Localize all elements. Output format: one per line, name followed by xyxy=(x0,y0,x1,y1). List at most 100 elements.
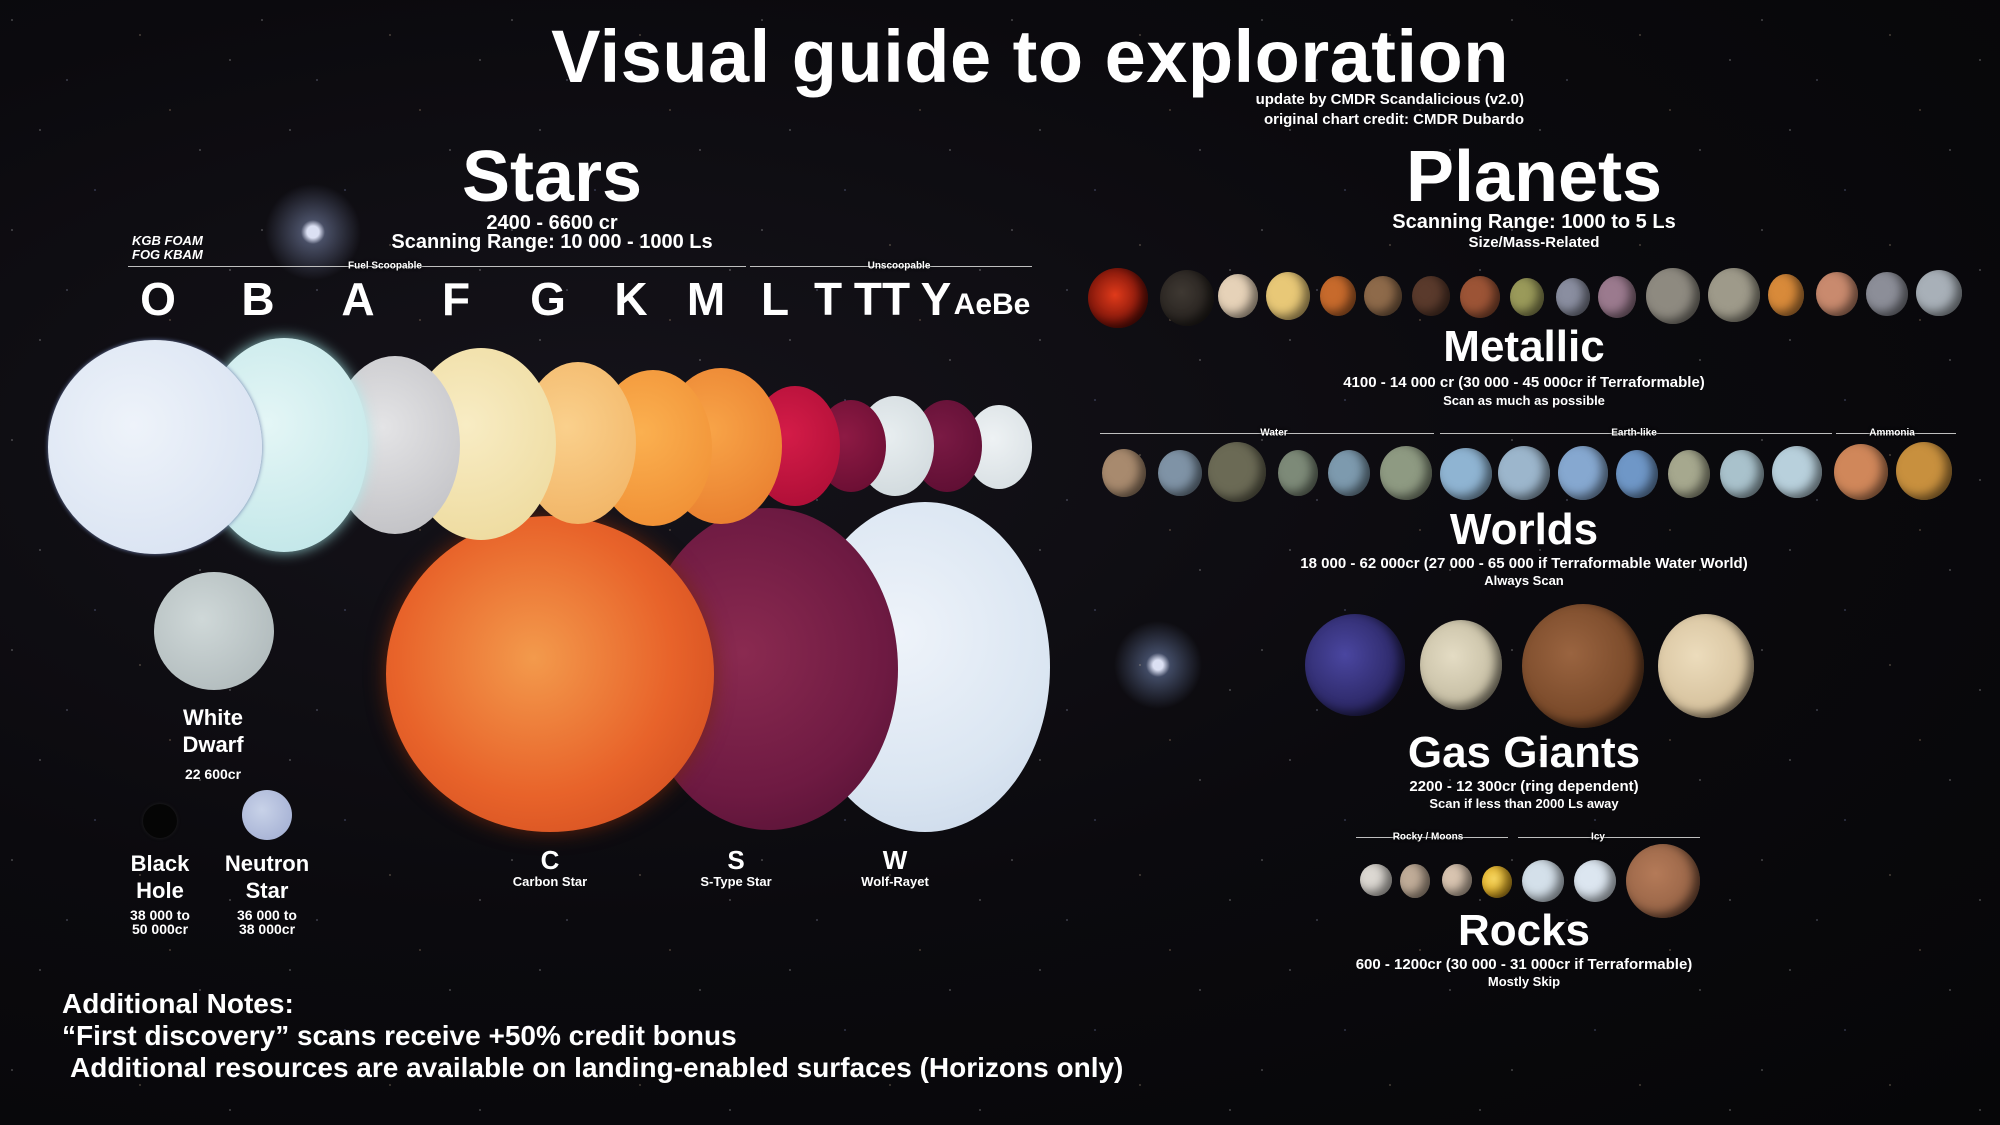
planet-metallic-2 xyxy=(1160,270,1214,326)
planet-rock-5 xyxy=(1522,860,1564,902)
planet-metallic-5 xyxy=(1320,276,1356,316)
carbon-star-label: C Carbon Star xyxy=(513,846,587,889)
class-g: G xyxy=(530,273,566,325)
credit-original: original chart credit: CMDR Dubardo xyxy=(1263,111,1524,128)
planet-metallic-1 xyxy=(1088,268,1148,328)
rocky-label: Rocky / Moons xyxy=(1392,831,1464,843)
planet-metallic-10 xyxy=(1556,278,1590,316)
class-k: K xyxy=(614,273,648,325)
icy-divider xyxy=(1518,837,1700,838)
rocks-advice: Mostly Skip xyxy=(1487,974,1561,989)
planet-world-3 xyxy=(1208,442,1266,502)
planet-world-12 xyxy=(1720,450,1764,498)
class-l: L xyxy=(760,273,790,325)
unscoopable-divider xyxy=(750,266,1032,267)
class-m: M xyxy=(686,273,726,325)
class-t: T xyxy=(813,273,843,325)
planet-world-15 xyxy=(1896,442,1952,500)
black-hole-value-2: 50 000cr xyxy=(131,921,189,937)
planet-world-9 xyxy=(1558,446,1608,500)
planet-metallic-15 xyxy=(1816,272,1858,316)
rocks-title: Rocks xyxy=(1457,906,1591,955)
class-aebe: AeBe xyxy=(953,288,1031,321)
planet-metallic-13 xyxy=(1708,268,1760,322)
class-a: A xyxy=(341,273,375,325)
neutron-star-value-1: 36 000 to xyxy=(237,907,297,923)
planet-metallic-17 xyxy=(1916,270,1962,316)
stars-value: 2400 - 6600 cr xyxy=(486,212,618,234)
neutron-star-label: Neutron Star 36 000 to 38 000cr xyxy=(225,850,309,936)
planet-metallic-11 xyxy=(1598,276,1636,318)
earthlike-divider xyxy=(1440,433,1832,434)
additional-notes: Additional Notes: “First discovery” scan… xyxy=(62,988,1123,1084)
planet-metallic-3 xyxy=(1218,274,1258,318)
s-type-name: S-Type Star xyxy=(700,874,772,889)
planet-world-14 xyxy=(1834,444,1888,500)
scoopable-divider xyxy=(128,266,746,267)
planet-world-6 xyxy=(1380,446,1432,500)
planet-gas-giant-1 xyxy=(1305,614,1405,716)
wolf-rayet-name: Wolf-Rayet xyxy=(861,874,929,889)
credit-update: update by CMDR Scandalicious (v2.0) xyxy=(1255,91,1524,108)
worlds-advice: Always Scan xyxy=(1484,573,1564,588)
earthlike-label: Earth-like xyxy=(1611,427,1657,439)
water-label: Water xyxy=(1260,427,1288,439)
white-dwarf-name-1: White xyxy=(183,705,243,730)
planet-metallic-4 xyxy=(1266,272,1310,320)
metallic-value: 4100 - 14 000 cr (30 000 - 45 000cr if T… xyxy=(1343,374,1705,391)
worlds-title: Worlds xyxy=(1449,505,1599,554)
class-f: F xyxy=(441,273,471,325)
planets-scan-range: Scanning Range: 1000 to 5 Ls xyxy=(1392,211,1676,233)
planet-metallic-14 xyxy=(1768,274,1804,316)
class-b: B xyxy=(241,273,275,325)
scoopable-label: Fuel Scoopable xyxy=(348,260,422,272)
stars-scan-range: Scanning Range: 10 000 - 1000 Ls xyxy=(391,231,713,253)
notes-heading: Additional Notes: xyxy=(62,988,294,1019)
icy-label: Icy xyxy=(1591,831,1605,843)
planet-rock-1 xyxy=(1360,864,1392,896)
mnemonic: KGB FOAM FOG KBAM xyxy=(132,234,203,262)
planet-metallic-9 xyxy=(1510,278,1544,316)
planet-world-1 xyxy=(1102,449,1146,497)
neutron-star-name-2: Star xyxy=(245,878,289,903)
notes-line-2: Additional resources are available on la… xyxy=(70,1052,1124,1083)
carbon-name: Carbon Star xyxy=(512,874,588,889)
planet-metallic-12 xyxy=(1646,268,1700,324)
planets-note: Size/Mass-Related xyxy=(1468,234,1600,251)
black-hole-label: Black Hole 38 000 to 50 000cr xyxy=(130,850,190,936)
planet-world-5 xyxy=(1328,450,1370,496)
white-dwarf-orb xyxy=(154,572,274,690)
gas-giants-advice: Scan if less than 2000 Ls away xyxy=(1429,796,1619,811)
wolf-rayet-letter: W xyxy=(882,845,908,875)
black-hole-name-1: Black xyxy=(130,851,190,876)
planet-rock-6 xyxy=(1574,860,1616,902)
gas-giants-title: Gas Giants xyxy=(1407,728,1641,777)
ammonia-divider xyxy=(1836,433,1956,434)
worlds-value: 18 000 - 62 000cr (27 000 - 65 000 if Te… xyxy=(1300,555,1748,572)
star-o xyxy=(48,340,262,554)
planets-title: Planets xyxy=(1405,137,1663,217)
planet-rock-3 xyxy=(1442,864,1472,896)
gas-giants-value: 2200 - 12 300cr (ring dependent) xyxy=(1409,778,1639,795)
neutron-star-name-1: Neutron xyxy=(224,851,310,876)
planet-rock-4 xyxy=(1482,866,1512,898)
planet-metallic-8 xyxy=(1460,276,1500,318)
planet-metallic-6 xyxy=(1364,276,1402,316)
white-dwarf-name-2: Dwarf xyxy=(182,732,244,757)
planet-rock-7 xyxy=(1626,844,1700,918)
white-dwarf-value: 22 600cr xyxy=(184,766,242,782)
notes-line-1: “First discovery” scans receive +50% cre… xyxy=(62,1020,737,1051)
black-hole-name-2: Hole xyxy=(136,878,184,903)
rocky-divider xyxy=(1356,837,1508,838)
planet-metallic-7 xyxy=(1412,276,1450,316)
carbon-letter: C xyxy=(540,845,560,875)
wolf-rayet-label: W Wolf-Rayet xyxy=(861,846,929,889)
mnemonic-line-1: KGB FOAM xyxy=(132,233,203,248)
metallic-title: Metallic xyxy=(1443,322,1605,371)
neutron-star-value-2: 38 000cr xyxy=(238,921,296,937)
planet-world-10 xyxy=(1616,450,1658,498)
planet-gas-giant-4 xyxy=(1658,614,1754,718)
star-carbon xyxy=(386,516,714,832)
planet-world-13 xyxy=(1772,446,1822,498)
planet-rock-2 xyxy=(1400,864,1430,898)
